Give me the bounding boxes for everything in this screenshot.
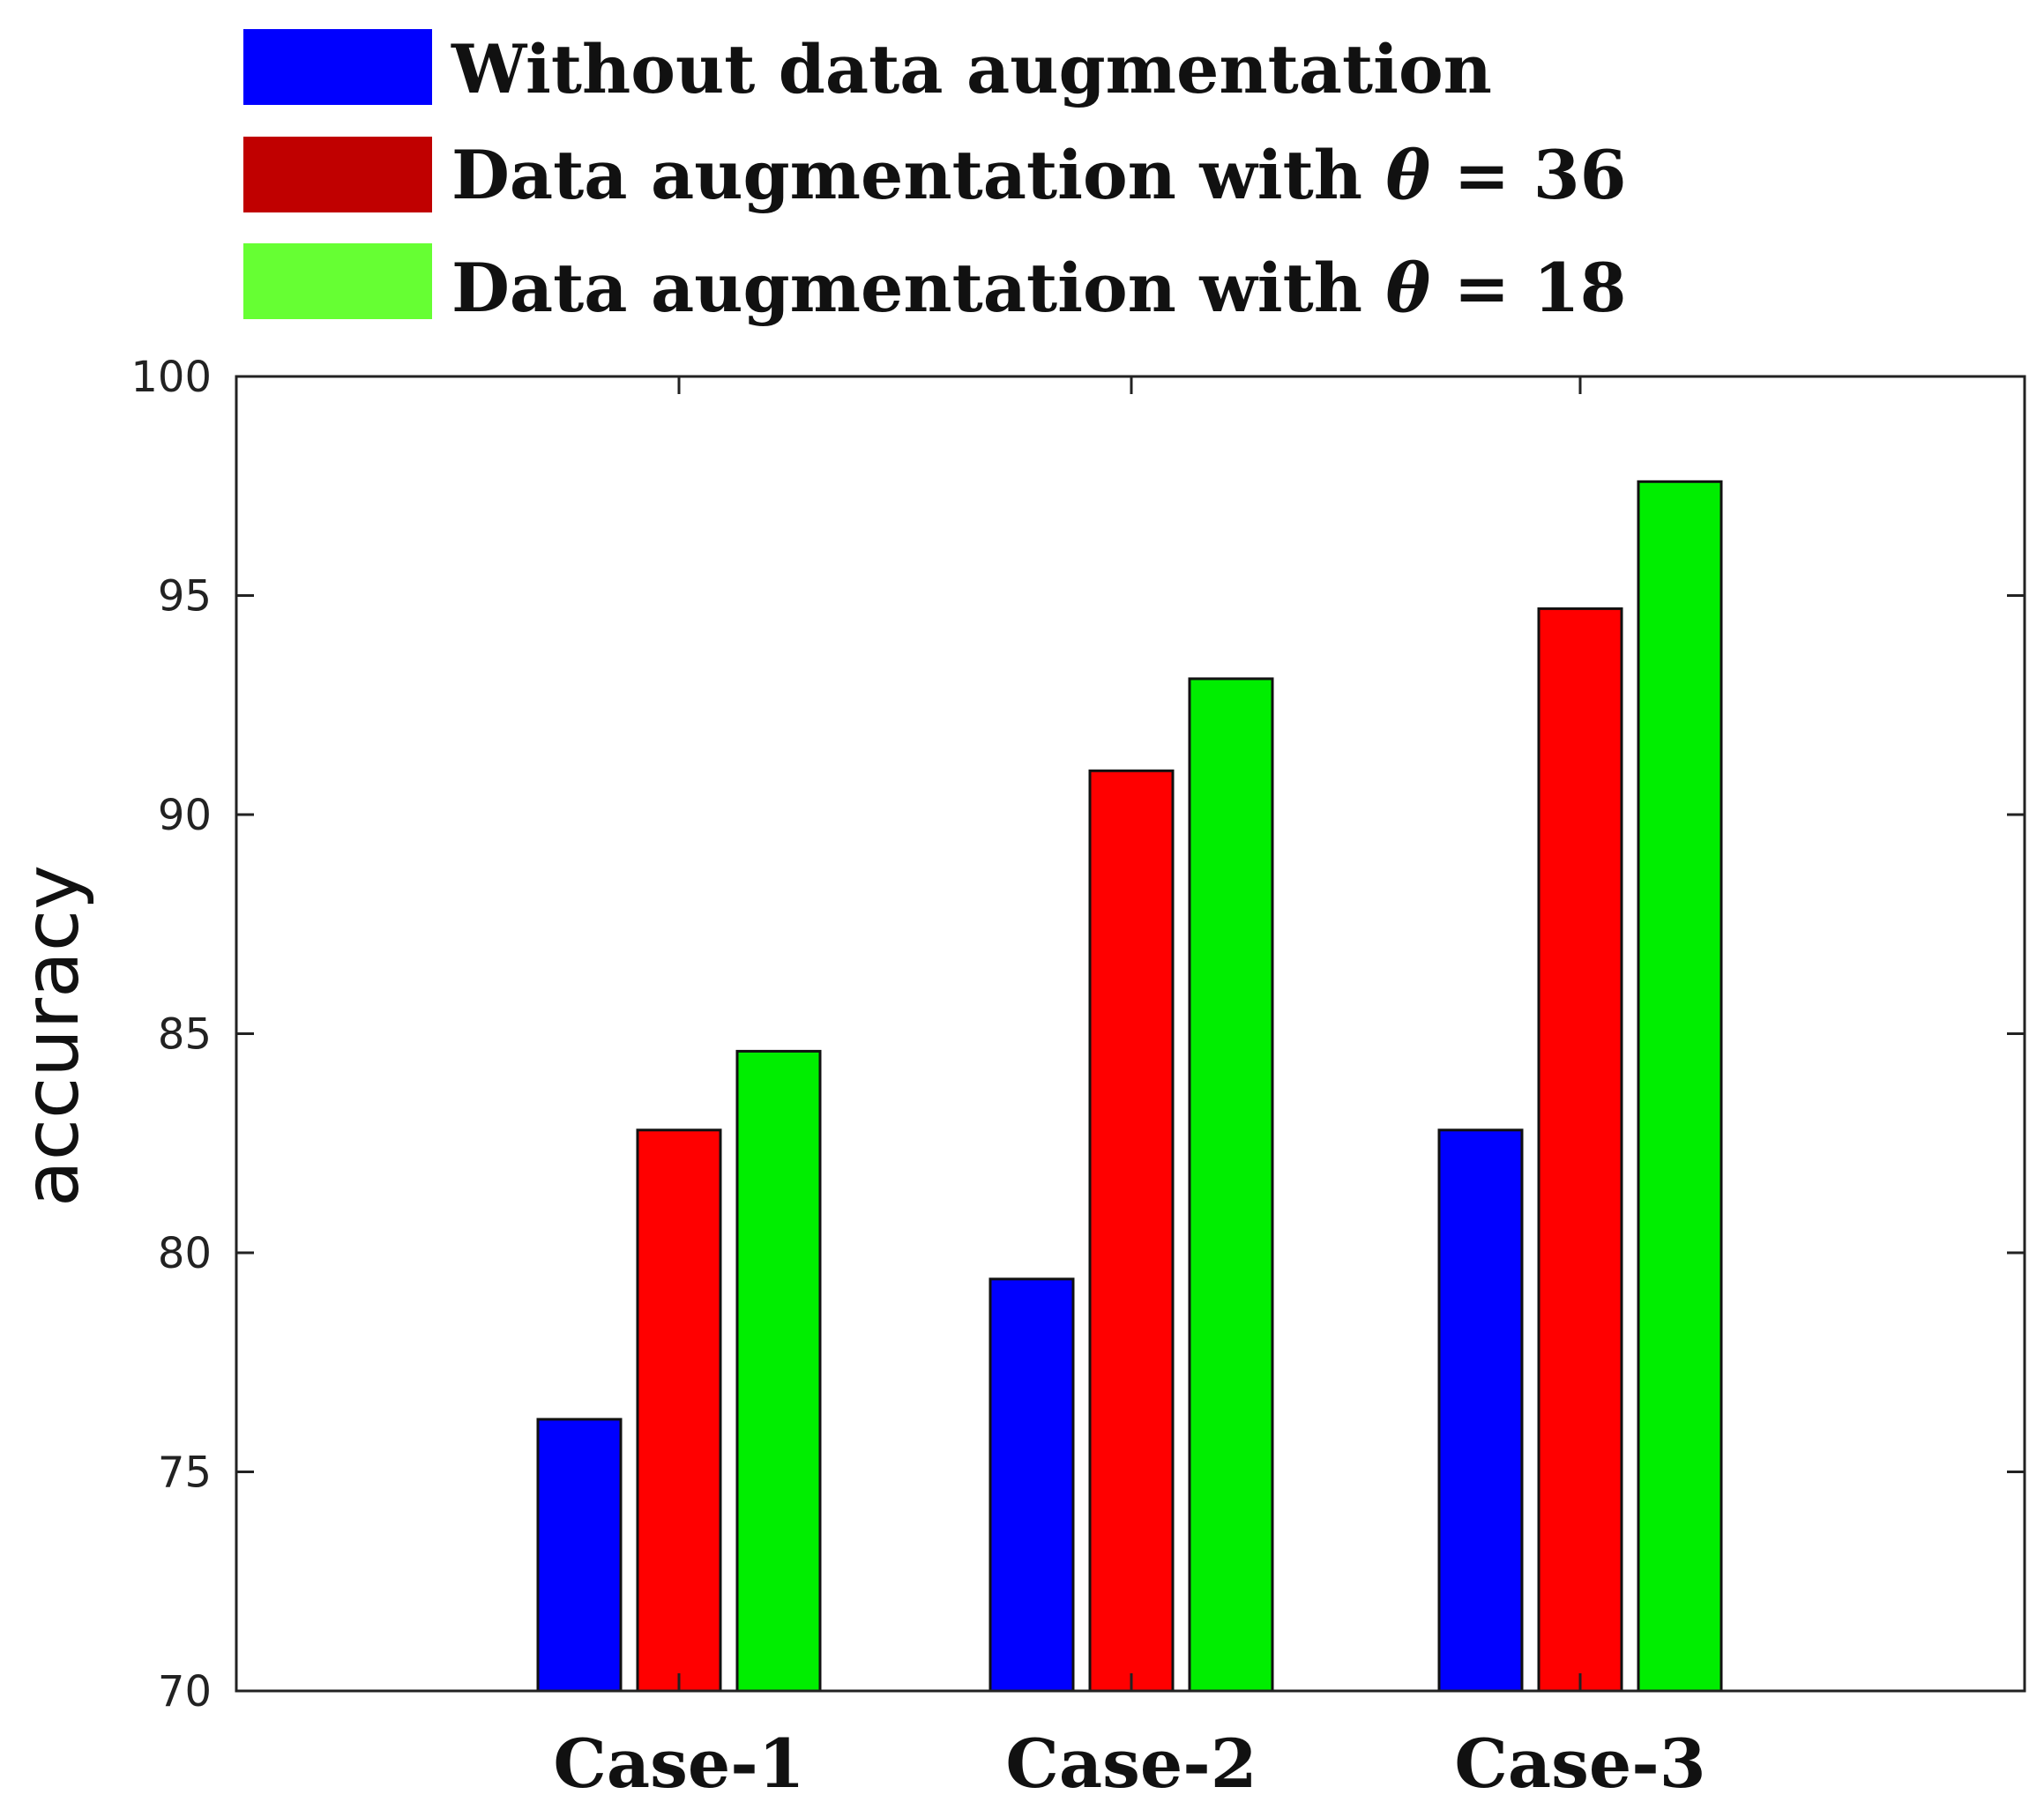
y-tick-label-95: 95 [158, 572, 212, 622]
x-category-label-case-3: Case-3 [1454, 1724, 1705, 1803]
bar-series0-case-3 [1437, 1128, 1524, 1693]
bar-series2-case-2 [1188, 677, 1274, 1693]
bar-series2-case-3 [1637, 480, 1723, 1693]
legend-swatch-1 [243, 137, 432, 212]
legend-item-1: Data augmentation with θ = 36 [243, 136, 1627, 214]
x-category-label-case-1: Case-1 [553, 1724, 804, 1803]
bar-series1-case-1 [636, 1128, 722, 1693]
y-tick-label-70: 70 [158, 1667, 212, 1716]
legend-swatch-0 [243, 29, 432, 105]
legend: Without data augmentation Data augmentat… [243, 29, 1627, 327]
bar-series0-case-1 [536, 1418, 623, 1693]
y-tick-label-75: 75 [158, 1448, 212, 1498]
bar-series1-case-2 [1088, 769, 1175, 1693]
category-labels: Case-1 Case-2 Case-3 [553, 1724, 1705, 1803]
legend-label-0: Without data augmentation [451, 30, 1492, 108]
y-tick-label-100: 100 [131, 353, 212, 402]
bar-series1-case-3 [1537, 607, 1623, 1693]
bar-series0-case-2 [988, 1277, 1075, 1693]
y-tick-label-90: 90 [158, 791, 212, 840]
bar-series2-case-1 [735, 1049, 822, 1693]
legend-label-1: Data augmentation with θ = 36 [451, 136, 1627, 214]
legend-item-2: Data augmentation with θ = 18 [243, 243, 1627, 327]
axes-layer [235, 375, 2026, 1693]
bars-layer [536, 480, 1723, 1693]
x-category-label-case-2: Case-2 [1005, 1724, 1257, 1803]
tick-labels: 70 75 80 85 90 95 100 [131, 353, 212, 1716]
legend-swatch-2 [243, 243, 432, 319]
y-tick-label-80: 80 [158, 1229, 212, 1278]
legend-item-0: Without data augmentation [243, 29, 1492, 108]
legend-label-2: Data augmentation with θ = 18 [451, 249, 1627, 327]
y-tick-label-85: 85 [158, 1010, 212, 1060]
y-axis-title: accuracy [8, 865, 96, 1207]
